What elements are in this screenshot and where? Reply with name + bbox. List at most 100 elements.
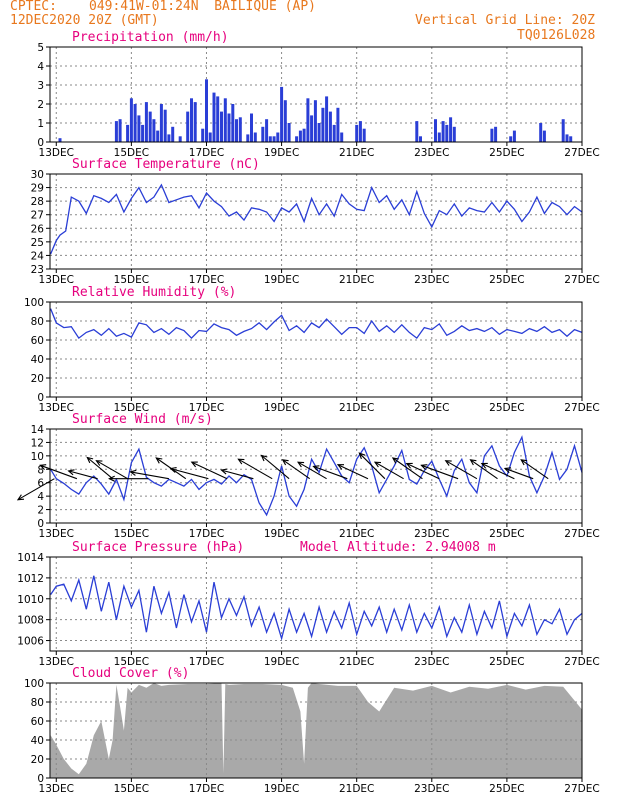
- wind-arrow: [406, 463, 440, 480]
- y-tick-label: 0: [37, 773, 44, 785]
- x-tick-label: 15DEC: [114, 402, 149, 414]
- x-tick-label: 23DEC: [414, 783, 449, 795]
- y-tick-label: 20: [31, 754, 44, 766]
- header-source: CPTEC:: [10, 0, 57, 14]
- x-tick-label: 25DEC: [489, 274, 524, 286]
- x-tick-label: 21DEC: [339, 528, 374, 540]
- y-tick-label: 2: [37, 505, 44, 517]
- wind-arrow-head: [312, 465, 320, 472]
- precip-bar: [419, 136, 422, 142]
- wind-arrow-head: [108, 475, 115, 482]
- wind-arrow: [313, 465, 348, 480]
- wind-arrow-head: [155, 457, 163, 464]
- precip-bar: [302, 128, 306, 142]
- wind-arrow-head: [95, 460, 103, 466]
- x-tick-label: 23DEC: [414, 656, 449, 668]
- precip-bar: [118, 119, 122, 142]
- precip-bar: [542, 130, 546, 142]
- precip-bar: [313, 100, 317, 142]
- precip-bar: [212, 92, 216, 142]
- pressure-frame: [49, 556, 583, 652]
- x-tick-label: 13DEC: [39, 274, 74, 286]
- precip-bar: [159, 104, 163, 142]
- wind-arrow-head: [220, 468, 228, 475]
- wind-frame: [49, 428, 583, 524]
- precip-bar: [167, 134, 171, 142]
- x-tick-label: 27DEC: [564, 274, 599, 286]
- x-tick-label: 15DEC: [114, 147, 149, 159]
- wind-arrow: [221, 469, 254, 480]
- temp-line: [50, 183, 583, 255]
- precip-bar: [235, 119, 238, 142]
- y-tick-label: 0: [37, 518, 44, 530]
- wind-arrow: [130, 471, 169, 480]
- precip-bar: [340, 132, 344, 142]
- precip-bar: [449, 117, 453, 142]
- wind-arrow: [337, 464, 369, 480]
- wind-arrow-head: [358, 452, 366, 460]
- x-tick-label: 19DEC: [264, 656, 299, 668]
- y-tick-label: 20: [31, 373, 44, 385]
- y-tick-label: 29: [31, 183, 44, 195]
- wind-arrow-head: [469, 459, 477, 466]
- precip-bar: [201, 128, 205, 142]
- wind-arrow: [445, 460, 478, 480]
- y-tick-label: 1012: [17, 573, 44, 585]
- y-tick-label: 27: [31, 210, 44, 222]
- x-tick-label: 21DEC: [339, 402, 374, 414]
- header-code: TQ0126L028: [517, 28, 596, 43]
- y-tick-label: 26: [31, 223, 45, 235]
- x-tick-label: 15DEC: [114, 783, 149, 795]
- y-tick-label: 3: [37, 80, 44, 92]
- wind-arrow-head: [297, 461, 305, 468]
- precip-bar: [358, 121, 362, 142]
- precip-bar: [509, 136, 513, 142]
- rh-line: [49, 308, 583, 340]
- x-tick-label: 19DEC: [264, 274, 299, 286]
- wind-arrow: [170, 468, 209, 480]
- wind-arrow: [470, 459, 498, 480]
- y-tick-label: 2: [37, 99, 44, 111]
- wind-arrow: [68, 470, 98, 480]
- wind-arrow: [392, 457, 423, 480]
- precip-bar: [156, 130, 160, 142]
- x-tick-label: 15DEC: [114, 528, 149, 540]
- wind-arrow: [504, 467, 534, 480]
- x-tick-label: 23DEC: [414, 528, 449, 540]
- x-tick-label: 19DEC: [264, 528, 299, 540]
- wind-arrow-head: [405, 462, 413, 469]
- y-tick-label: 60: [31, 335, 44, 347]
- x-tick-label: 23DEC: [414, 147, 449, 159]
- precip-bar: [321, 107, 325, 142]
- precip-bar: [129, 98, 133, 142]
- y-tick-label: 100: [24, 297, 44, 309]
- x-tick-label: 25DEC: [489, 528, 524, 540]
- wind-arrow: [238, 458, 273, 480]
- precip-bar: [539, 123, 543, 142]
- wind-arrow: [297, 461, 327, 480]
- precip-bar: [325, 96, 329, 142]
- x-tick-label: 17DEC: [189, 783, 224, 795]
- precip-bar: [205, 79, 208, 142]
- y-tick-label: 12: [31, 437, 44, 449]
- y-tick-label: 40: [31, 735, 44, 747]
- x-tick-label: 13DEC: [39, 783, 74, 795]
- precip-bar: [220, 111, 223, 142]
- x-tick-label: 21DEC: [339, 783, 374, 795]
- wind-arrow-head: [503, 467, 512, 474]
- x-tick-label: 25DEC: [489, 656, 524, 668]
- y-tick-label: 40: [31, 354, 44, 366]
- precip-bar: [512, 130, 516, 142]
- precip-bar: [272, 136, 276, 142]
- precip-panel: 0 1 2 3 4 5 13DEC 15DEC 17DEC 19DEC 21DEC 23DEC 25DE…: [37, 30, 599, 159]
- wind-arrow: [261, 455, 290, 480]
- wind-arrow: [520, 459, 549, 480]
- wind-arrow-head: [169, 466, 177, 473]
- x-tick-label: 15DEC: [114, 274, 149, 286]
- x-tick-label: 21DEC: [339, 147, 374, 159]
- precip-bar: [148, 111, 152, 142]
- wind-arrow: [282, 459, 311, 480]
